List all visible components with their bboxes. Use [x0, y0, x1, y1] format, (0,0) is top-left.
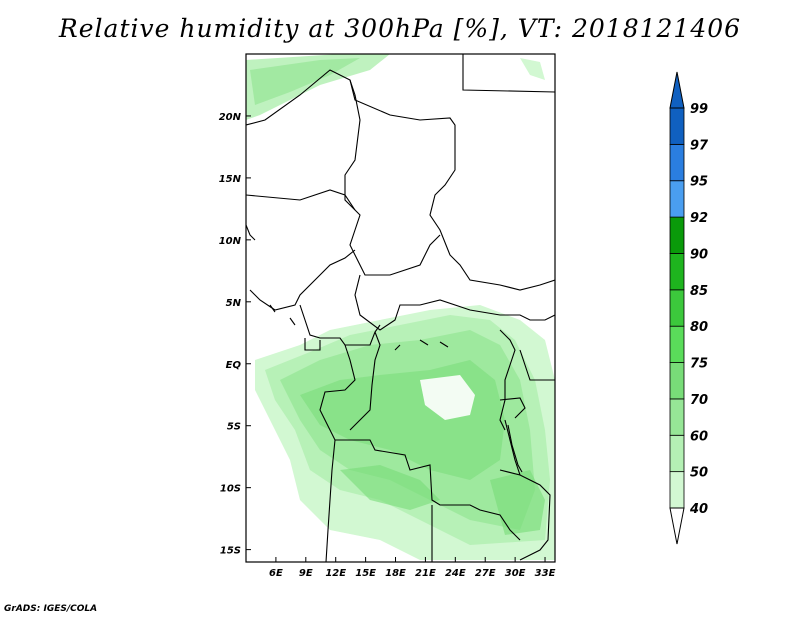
colorbar-segment — [669, 253, 685, 291]
colorbar-segment — [669, 289, 685, 327]
colorbar-level-label: 70 — [690, 393, 708, 408]
latitude-ticks: 20N 15N 10N 5N EQ 5S 10S 15S — [219, 112, 251, 557]
colorbar-level-label: 99 — [690, 102, 708, 117]
lon-tick-label: 12E — [325, 568, 346, 579]
colorbar-segment — [669, 107, 685, 145]
colorbar-segment — [669, 471, 685, 509]
colorbar-level-label: 60 — [690, 429, 708, 444]
lon-tick-label: 33E — [535, 568, 556, 579]
lon-tick-label: 15E — [355, 568, 376, 579]
colorbar-level-label: 95 — [690, 175, 708, 190]
lat-tick-label: 15S — [220, 546, 241, 557]
lat-tick-label: 5S — [227, 422, 241, 433]
colorbar-segment — [669, 143, 685, 182]
lon-tick-label: 27E — [475, 568, 496, 579]
lon-tick-label: 9E — [299, 568, 313, 579]
colorbar-segment — [669, 398, 685, 436]
chart-title: Relative humidity at 300hPa [%], VT: 201… — [58, 14, 742, 43]
colorbar: 40 50 60 70 75 80 85 90 92 95 97 99 — [669, 71, 709, 545]
colorbar-level-label: 80 — [690, 320, 708, 335]
lon-tick-label: 18E — [385, 568, 406, 579]
colorbar-level-label: 50 — [690, 466, 708, 481]
lon-tick-label: 24E — [445, 568, 466, 579]
lon-tick-label: 6E — [269, 568, 283, 579]
lat-tick-label: 10N — [219, 236, 242, 247]
colorbar-under-arrow — [669, 507, 685, 545]
colorbar-segment — [669, 325, 685, 363]
lon-tick-label: 30E — [505, 568, 526, 579]
country-borders — [246, 54, 555, 562]
credit-label: GrADS: IGES/COLA — [4, 604, 98, 614]
colorbar-segment — [669, 362, 685, 400]
lat-tick-label: 20N — [219, 112, 242, 123]
colorbar-over-arrow — [669, 71, 685, 109]
lon-tick-label: 21E — [415, 568, 436, 579]
colorbar-segment — [669, 434, 685, 473]
lat-tick-label: 5N — [226, 298, 242, 309]
humidity-field — [246, 54, 555, 560]
lat-tick-label: EQ — [226, 360, 242, 371]
colorbar-level-label: 90 — [690, 247, 708, 262]
lat-tick-label: 10S — [220, 484, 241, 495]
colorbar-level-label: 97 — [690, 138, 709, 153]
colorbar-level-label: 85 — [690, 284, 708, 299]
colorbar-level-label: 75 — [690, 357, 708, 372]
map-frame — [245, 53, 556, 563]
colorbar-level-label: 40 — [689, 502, 708, 517]
colorbar-segment — [669, 180, 685, 218]
colorbar-segment — [669, 216, 685, 254]
longitude-ticks: 6E 9E 12E 15E 18E 21E 24E 27E 30E 33E — [269, 557, 556, 579]
lat-tick-label: 15N — [219, 174, 242, 185]
colorbar-level-label: 92 — [690, 211, 708, 226]
